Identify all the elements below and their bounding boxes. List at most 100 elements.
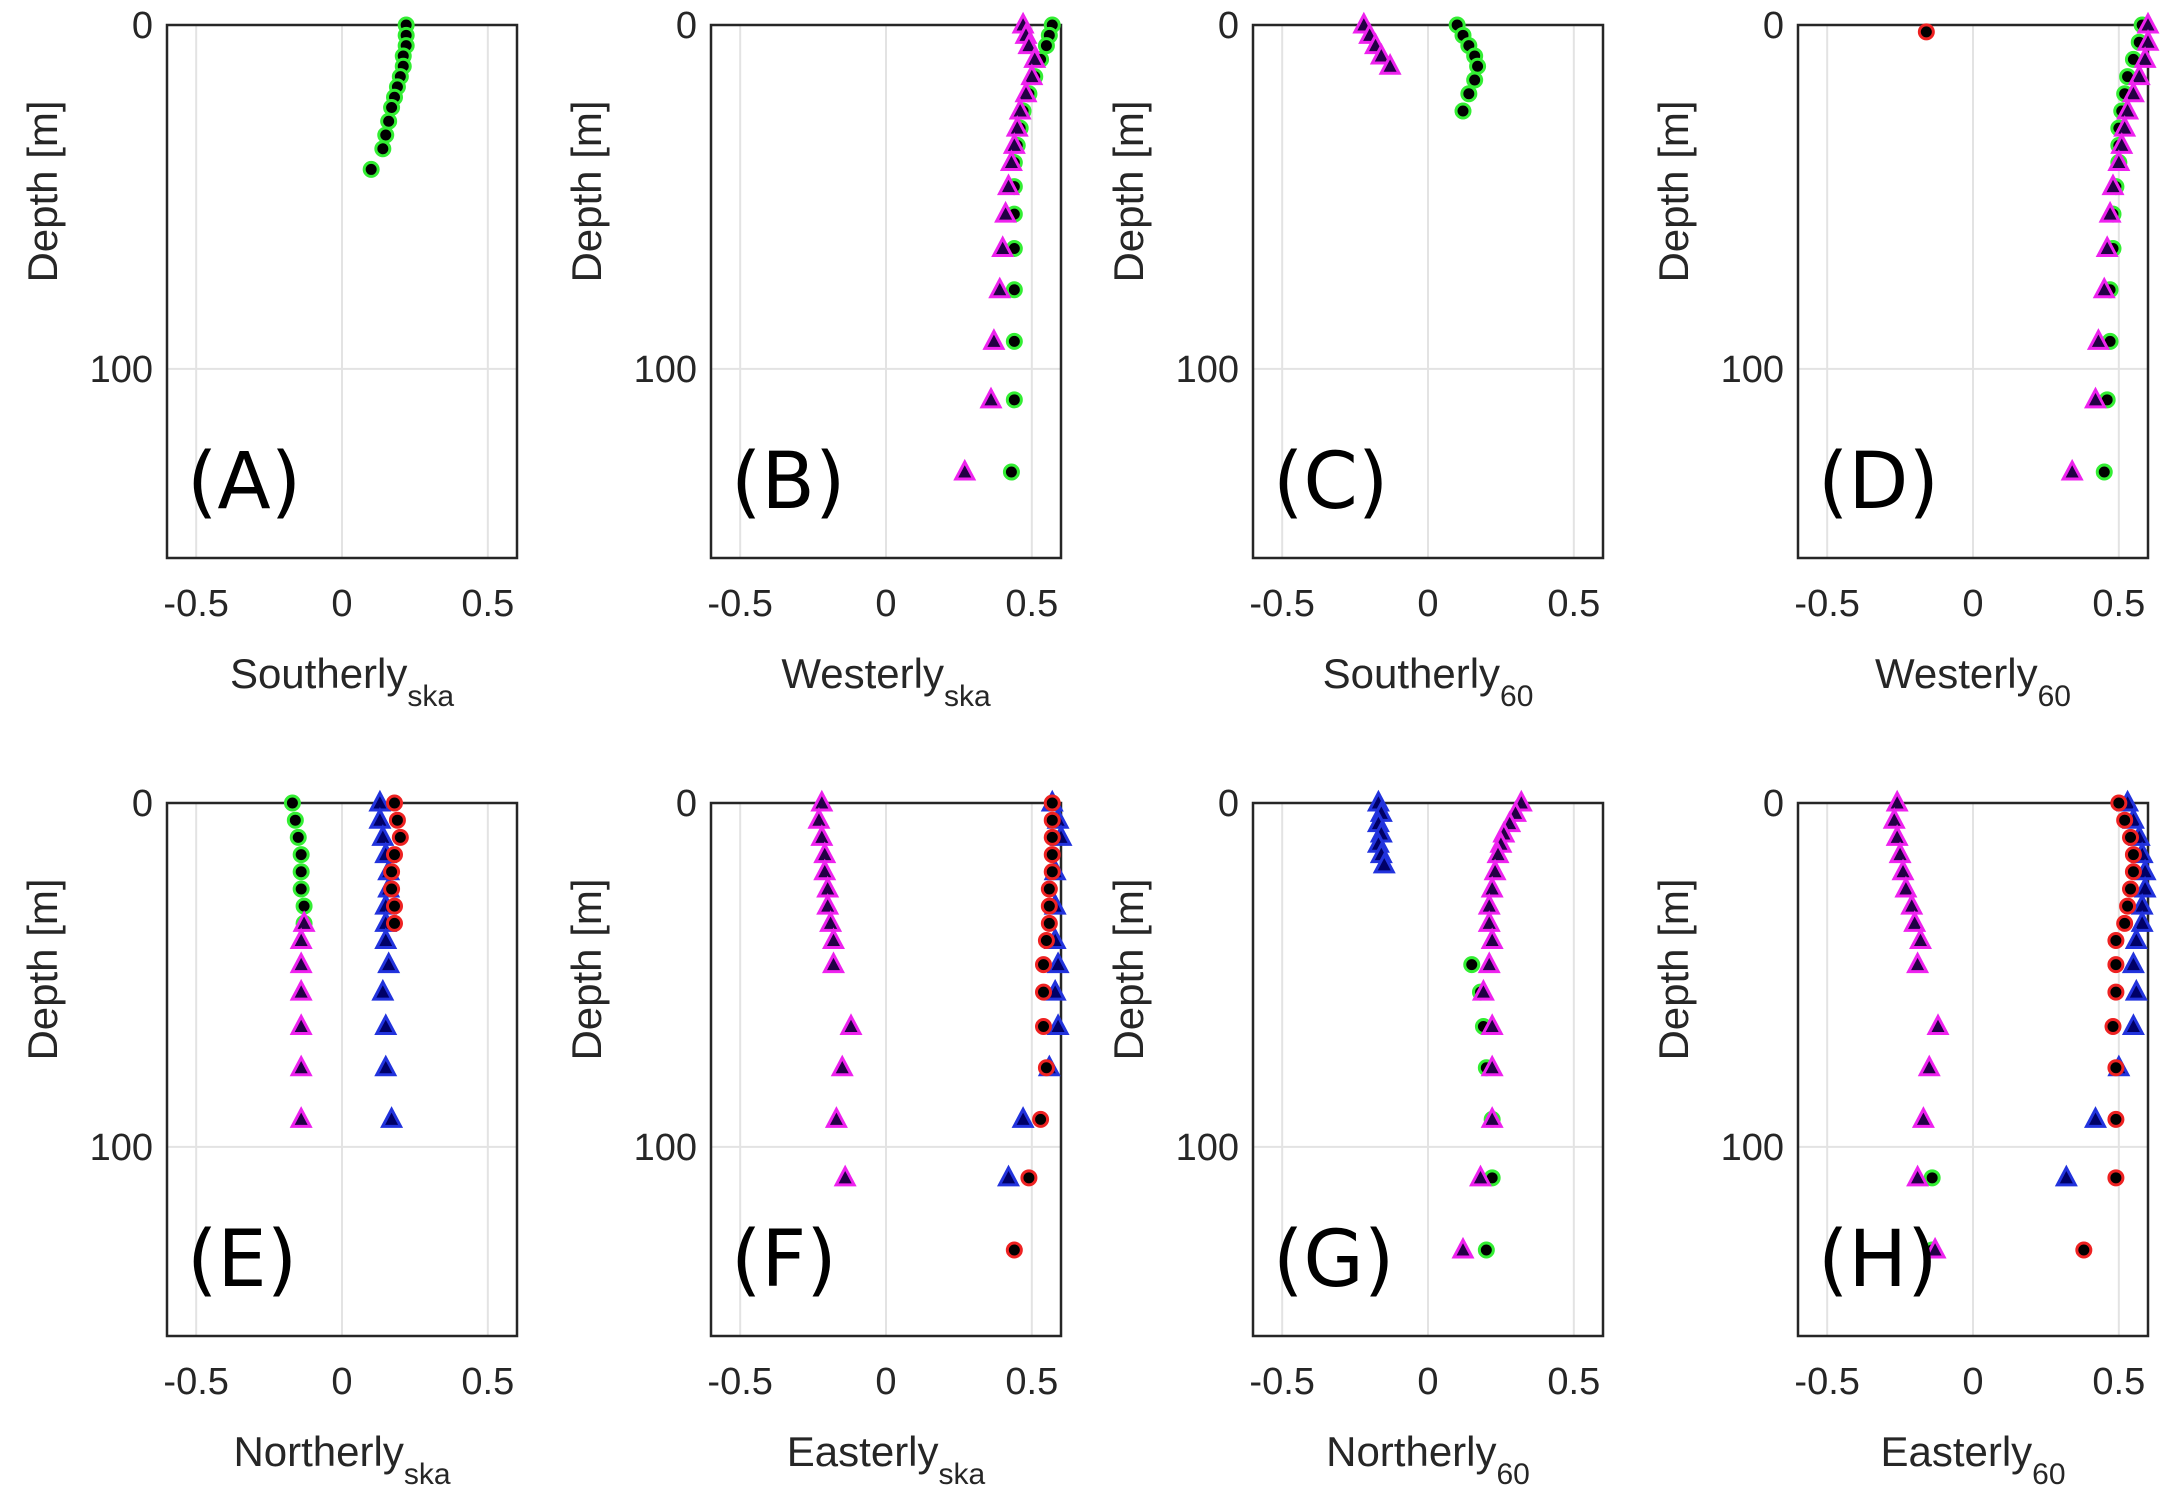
magenta-triangle-marker — [1017, 32, 1041, 55]
red-circle-marker — [1032, 1110, 1050, 1128]
red-circle-marker — [2107, 1169, 2125, 1187]
magenta-triangle-marker — [999, 149, 1023, 172]
x-axis-label: Southerly60 — [1323, 650, 1534, 713]
magenta-triangle-marker — [991, 235, 1015, 258]
magenta-triangle-marker — [2084, 386, 2107, 409]
blue-triangle-marker — [1372, 851, 1396, 874]
magenta-triangle-marker — [2092, 276, 2116, 299]
magenta-triangle-marker — [807, 806, 831, 829]
x-tick-label: -0.5 — [1249, 583, 1314, 625]
magenta-triangle-marker — [810, 789, 834, 812]
x-tick-label: 0.5 — [2092, 583, 2145, 625]
magenta-triangle-marker — [2095, 235, 2119, 258]
red-circle-marker — [386, 846, 403, 864]
blue-triangle-marker — [2121, 1013, 2145, 1036]
y-tick-label: 0 — [1218, 783, 1239, 825]
x-axis-label-subscript: 60 — [2032, 1458, 2065, 1490]
red-circle-marker — [1043, 794, 1061, 812]
y-tick-label: 100 — [1721, 1127, 1784, 1169]
green-circle-marker — [1466, 71, 1484, 89]
magenta-triangle-marker — [822, 951, 845, 974]
magenta-triangle-marker — [988, 276, 1012, 299]
blue-triangle-marker — [2130, 910, 2154, 932]
panel-label: (B) — [731, 437, 845, 527]
green-circle-marker — [362, 160, 380, 178]
x-tick-label: 0.5 — [461, 1361, 514, 1403]
green-circle-marker — [283, 794, 301, 812]
y-axis-label: Depth [m] — [1650, 100, 1697, 282]
red-circle-marker — [1035, 956, 1052, 974]
magenta-triangle-marker — [2060, 458, 2084, 481]
panel-c: -0.5 0 0.5 0 100 Depth [m] Southerly60 (C) — [1105, 5, 1605, 713]
axes-box — [1251, 23, 1605, 560]
magenta-triangle-marker — [1451, 1236, 1475, 1259]
x-axis-label-subscript: 60 — [2038, 680, 2071, 713]
magenta-triangle-marker — [2107, 149, 2131, 172]
red-circle-marker — [1043, 863, 1061, 881]
magenta-triangle-marker — [1014, 80, 1038, 103]
magenta-triangle-marker — [994, 200, 1018, 223]
magenta-triangle-marker — [289, 1013, 313, 1036]
magenta-triangle-marker — [1900, 892, 1924, 915]
red-circle-marker — [1043, 811, 1061, 829]
red-circle-marker — [2107, 1059, 2125, 1077]
green-circle-marker — [1469, 57, 1487, 75]
red-circle-marker — [1040, 897, 1058, 915]
green-circle-marker — [1002, 463, 1020, 481]
magenta-triangle-marker — [997, 173, 1020, 196]
green-circle-marker — [1923, 1169, 1941, 1187]
magenta-triangle-marker — [2098, 200, 2122, 223]
x-tick-label: -0.5 — [707, 1361, 772, 1403]
blue-triangle-marker — [997, 1164, 1020, 1187]
magenta-triangle-marker — [810, 824, 834, 846]
magenta-triangle-marker — [1480, 927, 1504, 950]
blue-triangle-marker — [377, 951, 401, 974]
green-circle-marker — [374, 140, 392, 158]
blue-triangle-marker — [2124, 978, 2148, 1001]
x-tick-label: 0 — [875, 583, 896, 625]
y-tick-label: 100 — [90, 349, 153, 391]
y-tick-label: 0 — [1218, 5, 1239, 47]
magenta-triangle-marker — [2113, 114, 2137, 137]
x-tick-label: -0.5 — [163, 583, 228, 625]
green-circle-marker — [1037, 37, 1055, 55]
blue-triangle-marker — [371, 978, 395, 1001]
x-axis-label: Northerlyska — [233, 1428, 450, 1490]
x-axis-label: Northerly60 — [1326, 1428, 1530, 1490]
magenta-triangle-marker — [2101, 173, 2125, 196]
x-tick-label: -0.5 — [1794, 1361, 1859, 1403]
magenta-triangle-marker — [839, 1013, 863, 1036]
magenta-triangle-marker — [816, 892, 840, 915]
blue-triangle-marker — [1046, 1013, 1070, 1036]
magenta-triangle-marker — [289, 951, 313, 974]
red-circle-marker — [2119, 897, 2137, 915]
panel-label: (H) — [1818, 1215, 1938, 1305]
green-circle-marker — [1463, 956, 1481, 974]
magenta-triangle-marker — [1885, 789, 1909, 812]
green-circle-marker — [1005, 391, 1023, 409]
x-tick-label: 0.5 — [2092, 1361, 2145, 1403]
axes-box — [1796, 23, 2150, 560]
red-circle-marker — [2107, 983, 2125, 1001]
magenta-triangle-marker — [1480, 1054, 1504, 1077]
magenta-triangle-marker — [292, 910, 316, 932]
red-circle-marker — [2075, 1241, 2093, 1259]
magenta-triangle-marker — [1477, 910, 1501, 932]
green-circle-marker — [383, 99, 401, 117]
magenta-triangle-marker — [979, 386, 1003, 409]
blue-triangle-marker — [371, 824, 395, 846]
magenta-triangle-marker — [1471, 978, 1495, 1001]
panel-label: (A) — [187, 437, 301, 527]
green-circle-marker — [289, 828, 307, 846]
x-axis-label-main: Southerly — [230, 650, 407, 697]
red-circle-marker — [386, 914, 403, 932]
x-axis-label-main: Westerly — [781, 650, 944, 697]
magenta-triangle-marker — [289, 1054, 313, 1077]
y-tick-label: 0 — [676, 5, 697, 47]
x-axis-label-subscript: ska — [404, 1458, 451, 1490]
red-circle-marker — [1035, 983, 1052, 1001]
x-axis-label: Southerlyska — [230, 650, 454, 713]
panel-d: -0.5 0 0.5 0 100 Depth [m] Westerly60 (D) — [1650, 5, 2160, 713]
magenta-triangle-marker — [1923, 1236, 1947, 1259]
